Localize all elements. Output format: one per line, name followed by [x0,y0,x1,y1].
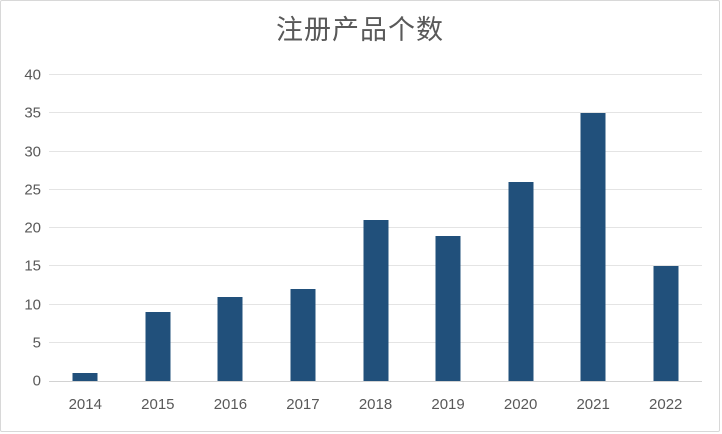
chart-title: 注册产品个数 [276,15,444,45]
plot-area [49,74,702,382]
gridline [49,150,702,152]
y-tick-label: 25 [24,181,41,199]
bar[interactable] [580,113,606,381]
bar[interactable] [508,182,534,381]
y-tick-label: 5 [32,334,41,352]
x-tick-label: 2018 [358,396,393,413]
bar[interactable] [290,289,316,381]
gridline [49,112,702,114]
bar[interactable] [145,312,171,381]
x-tick-label: 2016 [213,396,248,413]
x-tick-label: 2015 [141,396,175,413]
x-tick-label: 2020 [503,396,538,413]
x-tick-label: 2017 [286,396,320,413]
gridline [49,74,702,75]
bar[interactable] [435,235,461,381]
x-tick-label: 2019 [431,396,465,413]
gridline [49,188,702,190]
y-tick-label: 40 [24,66,41,84]
bar[interactable] [653,266,679,381]
bar[interactable] [363,220,388,381]
bar[interactable] [217,296,243,381]
y-tick-label: 0 [32,372,41,390]
x-axis: 2014 2015 2016 2017 2018 2019 2020 2021 2022 [49,396,702,416]
y-tick-label: 10 [24,296,41,313]
x-tick-label: 2021 [576,396,610,413]
y-tick-label: 20 [24,219,41,237]
y-tick-label: 35 [24,104,41,122]
y-axis: 0 5 10 15 20 25 30 35 40 [1,68,41,389]
y-tick-label: 30 [24,143,41,160]
y-tick-label: 15 [24,257,41,275]
x-tick-label: 2022 [649,396,683,413]
x-tick-label: 2014 [68,396,102,413]
bar[interactable] [72,373,98,381]
